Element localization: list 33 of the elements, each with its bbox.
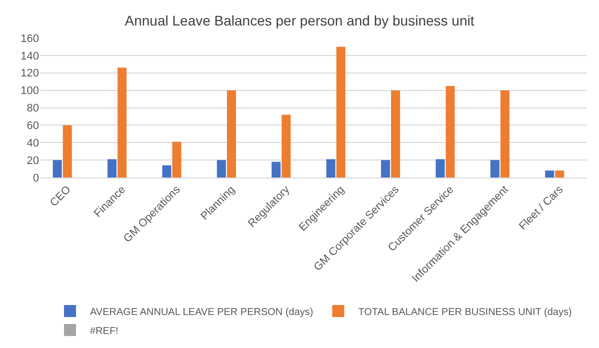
bar (381, 160, 390, 178)
y-tick-label: 140 (20, 50, 39, 62)
bar (226, 90, 236, 178)
bar (118, 68, 127, 178)
bar (436, 159, 445, 178)
y-tick-label: 60 (26, 120, 39, 132)
bar (545, 170, 554, 178)
legend-label: TOTAL BALANCE PER BUSINESS UNIT (days) (358, 306, 572, 318)
y-tick-label: 100 (20, 85, 39, 98)
chart-title: Annual Leave Balances per person and by business unit (124, 12, 474, 28)
bar (108, 159, 117, 178)
legend-label: AVERAGE ANNUAL LEAVE PER PERSON (days) (90, 306, 314, 318)
bar (62, 125, 72, 178)
bar (555, 170, 564, 178)
bar (490, 160, 500, 178)
y-tick-label: 160 (20, 32, 39, 45)
y-tick-label: 40 (26, 137, 39, 150)
y-tick-label: 0 (32, 172, 39, 184)
bar (500, 90, 510, 178)
y-tick-label: 120 (20, 68, 39, 80)
bar (172, 142, 182, 178)
bar (216, 160, 226, 178)
bar (336, 46, 346, 178)
bar (446, 86, 455, 178)
y-tick-label: 20 (26, 154, 39, 167)
bar (52, 160, 62, 178)
bar (272, 162, 281, 178)
y-tick-label: 80 (26, 102, 39, 115)
bar (282, 114, 291, 178)
bar (391, 90, 400, 178)
bar (326, 159, 336, 178)
legend-label: #REF! (90, 326, 118, 337)
bar (162, 165, 172, 178)
